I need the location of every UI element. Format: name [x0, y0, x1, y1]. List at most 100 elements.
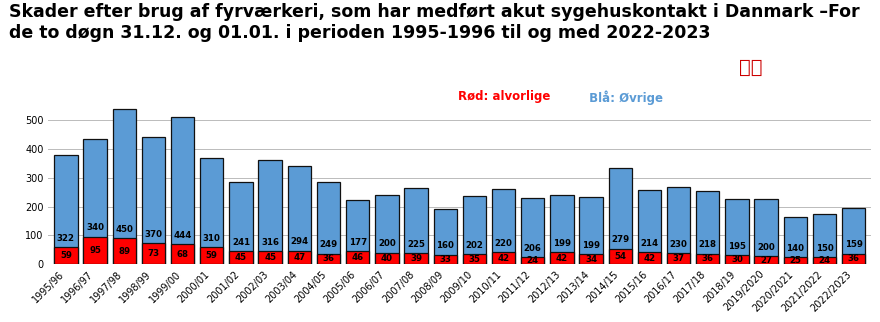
Bar	[230, 251, 253, 264]
Text: 45: 45	[235, 253, 247, 262]
Bar	[55, 155, 77, 264]
Bar	[259, 160, 282, 264]
Text: Skader efter brug af fyrværkeri, som har medført akut sygehuskontakt i Danmark –: Skader efter brug af fyrværkeri, som har…	[9, 3, 860, 42]
Bar	[317, 254, 341, 264]
Bar	[375, 195, 399, 264]
Bar	[288, 251, 311, 264]
Bar	[725, 199, 749, 264]
Text: 140: 140	[787, 243, 804, 252]
Bar	[434, 209, 457, 264]
Bar	[84, 139, 106, 264]
Bar	[784, 257, 807, 264]
Text: 36: 36	[702, 254, 714, 263]
Text: 45: 45	[264, 253, 276, 262]
Bar	[200, 158, 224, 264]
Bar	[434, 255, 457, 264]
Text: 68: 68	[177, 250, 188, 259]
Text: 47: 47	[293, 253, 305, 262]
Bar	[842, 254, 865, 264]
Bar	[142, 243, 165, 264]
Bar	[638, 252, 661, 264]
Bar	[55, 247, 77, 264]
Bar	[521, 198, 545, 264]
Text: 199: 199	[553, 239, 571, 248]
Bar	[84, 237, 106, 264]
Text: 340: 340	[86, 223, 104, 232]
Text: 24: 24	[527, 256, 539, 265]
Text: 150: 150	[816, 244, 833, 253]
Bar	[259, 251, 282, 264]
Bar	[405, 188, 428, 264]
Text: 159: 159	[845, 241, 862, 249]
Text: 206: 206	[524, 244, 542, 253]
Bar	[609, 168, 632, 264]
Bar	[754, 256, 778, 264]
Bar	[171, 117, 194, 264]
Text: 177: 177	[348, 238, 367, 247]
Bar	[492, 252, 515, 264]
Text: 39: 39	[410, 254, 422, 263]
Bar	[579, 197, 603, 264]
Text: 200: 200	[378, 239, 396, 248]
Text: 200: 200	[758, 243, 775, 252]
Bar	[667, 187, 690, 264]
Text: 220: 220	[495, 239, 512, 248]
Bar	[696, 191, 720, 264]
Text: 249: 249	[319, 241, 338, 249]
Text: 218: 218	[699, 241, 717, 249]
Text: 36: 36	[847, 254, 860, 263]
Text: 30: 30	[731, 255, 743, 264]
Bar	[609, 249, 632, 264]
Text: 230: 230	[670, 240, 687, 249]
Bar	[463, 196, 486, 264]
Text: 世界: 世界	[739, 58, 763, 77]
Bar	[813, 257, 836, 264]
Bar	[521, 257, 545, 264]
Text: 25: 25	[789, 256, 802, 265]
Text: 42: 42	[556, 253, 568, 262]
Text: 42: 42	[497, 253, 510, 262]
Bar	[463, 254, 486, 264]
Text: Rød: alvorlige: Rød: alvorlige	[458, 90, 550, 103]
Text: 370: 370	[144, 230, 163, 239]
Text: 225: 225	[407, 240, 425, 249]
Bar	[550, 195, 574, 264]
Text: 89: 89	[118, 247, 130, 256]
Text: 450: 450	[115, 225, 133, 234]
Text: 35: 35	[468, 254, 480, 263]
Text: 202: 202	[466, 241, 483, 250]
Text: 36: 36	[322, 254, 334, 263]
Bar	[113, 109, 136, 264]
Text: 42: 42	[643, 253, 656, 262]
Bar	[230, 182, 253, 264]
Bar	[725, 255, 749, 264]
Bar	[754, 199, 778, 264]
Bar	[200, 247, 224, 264]
Text: 214: 214	[641, 239, 658, 248]
Text: 241: 241	[232, 238, 250, 247]
Text: 160: 160	[436, 241, 454, 250]
Bar	[288, 166, 311, 264]
Bar	[696, 254, 720, 264]
Bar	[492, 189, 515, 264]
Text: 33: 33	[439, 255, 451, 264]
Text: 294: 294	[290, 237, 308, 246]
Text: 40: 40	[381, 254, 392, 263]
Bar	[375, 252, 399, 264]
Text: 59: 59	[206, 251, 217, 260]
Text: 199: 199	[582, 241, 600, 250]
Bar	[784, 217, 807, 264]
Text: 73: 73	[147, 249, 159, 258]
Text: 24: 24	[818, 256, 831, 265]
Bar	[579, 254, 603, 264]
Text: 322: 322	[57, 234, 75, 243]
Bar	[346, 200, 370, 264]
Text: 279: 279	[612, 235, 629, 244]
Bar	[113, 239, 136, 264]
Text: Blå: Øvrige: Blå: Øvrige	[585, 90, 664, 105]
Text: 444: 444	[173, 231, 192, 240]
Bar	[842, 208, 865, 264]
Text: 34: 34	[585, 255, 598, 264]
Text: 46: 46	[352, 253, 363, 262]
Bar	[667, 253, 690, 264]
